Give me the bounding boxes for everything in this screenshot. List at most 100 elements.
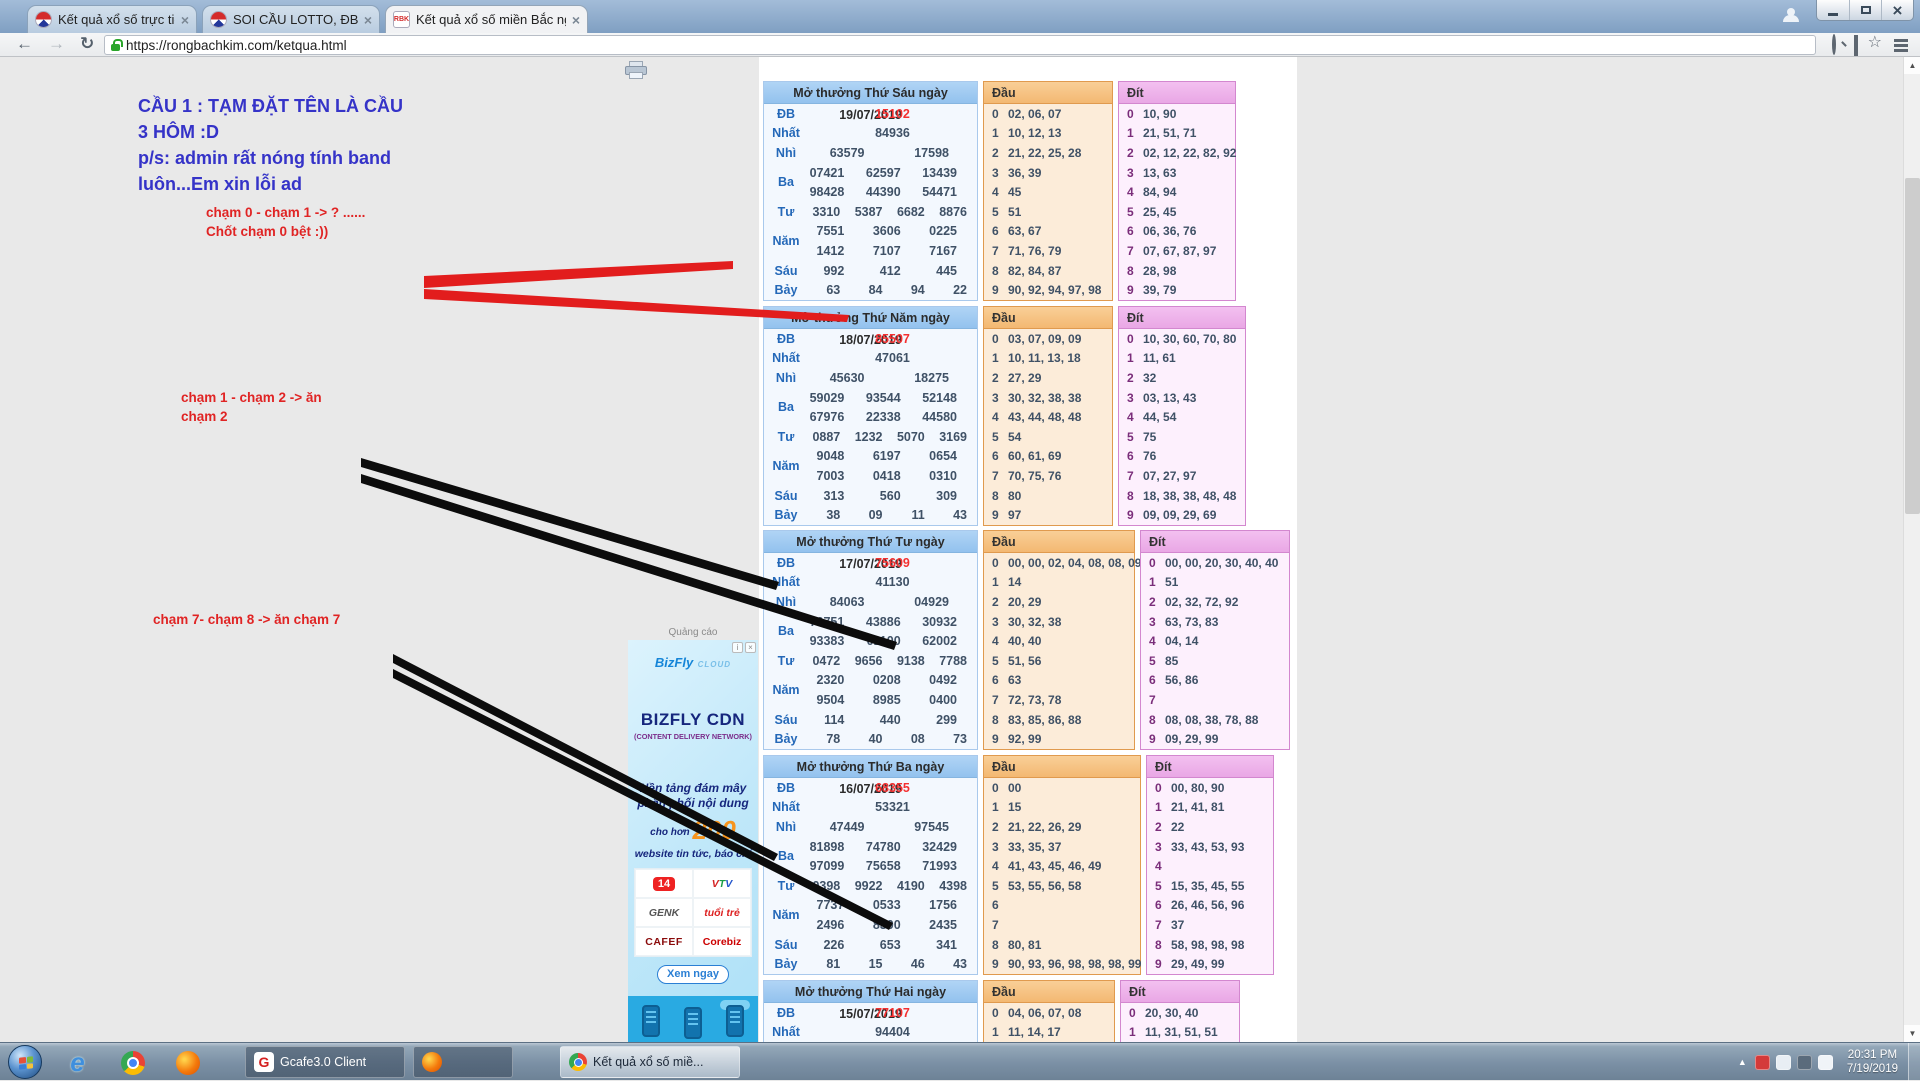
reload-button[interactable]: ↻	[80, 34, 95, 53]
dit-row: 2 22	[1147, 817, 1273, 837]
dit-row: 7 07, 67, 87, 97	[1119, 241, 1235, 261]
prize-table-title: Mở thưởng Thứ Ba ngày 16/07/2019	[764, 756, 977, 796]
taskbar-button-firefox[interactable]	[413, 1046, 513, 1078]
ad-claim-number: 200	[692, 815, 736, 845]
browser-tab-3[interactable]: RBK Kết quả xổ số miền Bắc ng ×	[385, 5, 588, 33]
result-group: Mở thưởng Thứ Sáu ngày 19/07/2019 ĐB 15102…	[763, 81, 1236, 301]
prize-line: 15102	[808, 104, 977, 124]
tab-close-icon[interactable]: ×	[571, 11, 580, 28]
browser-tab-2[interactable]: SOI CẦU LOTTO, ĐB XSMB ×	[202, 5, 380, 33]
chrome-icon[interactable]	[117, 1047, 148, 1078]
internet-explorer-icon[interactable]: e	[70, 1047, 85, 1077]
close-button[interactable]: ×	[1881, 0, 1913, 20]
dau-header: Đầu	[984, 981, 1114, 1003]
volume-icon[interactable]	[1796, 1054, 1812, 1070]
dit-values: 15, 35, 45, 55	[1171, 878, 1245, 893]
dau-values: 00, 00, 02, 04, 08, 08, 09	[1008, 555, 1142, 570]
taskbar-button-gcafe[interactable]: G Gcafe3.0 Client	[245, 1046, 405, 1078]
prize-row: Bảy 81 15 46 43	[764, 954, 977, 974]
prize-number: 75658	[865, 859, 901, 874]
prize-line: 63 84 94 22	[808, 280, 977, 300]
prize-number: 04929	[914, 594, 949, 609]
dit-row: 1 11, 31, 51, 51	[1121, 1023, 1239, 1042]
hidden-icons-chevron[interactable]: ▲	[1737, 1057, 1747, 1067]
firefox-icon[interactable]	[172, 1047, 203, 1078]
prize-label: Nhì	[775, 370, 797, 385]
clock-date: 7/19/2019	[1846, 1063, 1898, 1075]
address-bar[interactable]: https://rongbachkim.com/ketqua.html	[104, 35, 1816, 55]
dit-row: 0 20, 30, 40	[1121, 1003, 1239, 1023]
dit-digit: 5	[1155, 878, 1162, 893]
maximize-button[interactable]	[1849, 0, 1881, 20]
messenger-tray-icon[interactable]	[1775, 1054, 1791, 1070]
prize-number: 412	[879, 263, 901, 278]
dau-values: 80, 81	[1008, 937, 1042, 952]
https-lock-icon[interactable]	[111, 38, 123, 51]
ad-banner[interactable]: i × BizFly CLOUD BIZFLY CDN (CONTENT DEL…	[628, 640, 758, 1042]
tab-close-icon[interactable]: ×	[363, 11, 372, 28]
prize-number: 43	[953, 957, 967, 972]
dit-row: 8 08, 08, 38, 78, 88	[1141, 710, 1289, 730]
network-icon[interactable]	[1817, 1054, 1833, 1070]
search-icon[interactable]	[1832, 34, 1836, 55]
taskbar-button-active-chrome[interactable]: Kết quả xổ số miề...	[560, 1046, 740, 1078]
adchoices-info-icon[interactable]: i	[732, 642, 743, 653]
profile-icon[interactable]	[1782, 8, 1800, 22]
back-button[interactable]: ←	[16, 34, 33, 53]
dau-digit: 3	[992, 839, 999, 854]
prize-number: 45630	[829, 370, 865, 385]
prize-line: 313 560 309	[808, 486, 977, 506]
dit-values: 63, 73, 83	[1165, 614, 1219, 629]
dau-values: 63	[1008, 673, 1022, 688]
dit-values: 10, 30, 60, 70, 80	[1143, 331, 1237, 346]
note-line: luôn...Em xin lỗi ad	[138, 174, 303, 194]
gcafe-tray-icon[interactable]	[1754, 1054, 1770, 1070]
show-desktop-button[interactable]	[1908, 1043, 1920, 1081]
dau-digit: 4	[992, 185, 999, 200]
prize-label: Ba	[778, 849, 794, 864]
bizfly-logo-cloud: CLOUD	[697, 660, 732, 669]
forward-button[interactable]: →	[48, 34, 65, 53]
prize-number: 9922	[854, 878, 883, 893]
dit-row: 6 56, 86	[1141, 671, 1289, 691]
dit-values: 21, 51, 71	[1143, 126, 1197, 141]
prize-label: Bảy	[774, 508, 798, 523]
taskbar-clock[interactable]: 20:31 PM 7/19/2019	[1847, 1048, 1898, 1076]
dau-values: 20, 29	[1008, 594, 1042, 609]
start-button[interactable]	[8, 1045, 42, 1079]
dit-row: 3 33, 43, 53, 93	[1147, 837, 1273, 857]
page-action-icon[interactable]	[1854, 35, 1858, 56]
tab-close-icon[interactable]: ×	[180, 11, 189, 28]
minimize-button[interactable]	[1817, 0, 1849, 20]
dau-values: 33, 35, 37	[1008, 839, 1062, 854]
prize-number: 62002	[922, 634, 957, 649]
dau-values: 30, 32, 38	[1008, 614, 1062, 629]
menu-icon[interactable]	[1894, 36, 1908, 52]
prize-row: Nhì 45630 18275	[764, 368, 977, 388]
prize-number: 47449	[829, 819, 865, 834]
dau-values: 72, 73, 78	[1008, 692, 1062, 707]
prize-line: 70751 43886 30932	[808, 612, 977, 632]
scrollbar-thumb[interactable]	[1905, 178, 1920, 514]
dau-values: 71, 76, 79	[1008, 243, 1062, 258]
browser-tab-1[interactable]: Kết quả xổ số trực tiếp - S ×	[27, 5, 197, 33]
url-text[interactable]: https://rongbachkim.com/ketqua.html	[126, 37, 347, 53]
bookmark-star-icon[interactable]: ☆	[1867, 34, 1882, 51]
ad-close-icon[interactable]: ×	[745, 642, 756, 653]
scroll-up-icon[interactable]: ▲	[1904, 57, 1920, 74]
vertical-scrollbar[interactable]: ▲ ▼	[1903, 57, 1920, 1042]
ad-subheading: (CONTENT DELIVERY NETWORK)	[634, 732, 752, 741]
ad-cta-button[interactable]: Xem ngay	[657, 965, 729, 984]
prize-number: 94404	[875, 1025, 910, 1040]
prize-number: 81	[826, 957, 841, 972]
dau-digit: 7	[992, 692, 999, 707]
dau-row: 2 21, 22, 25, 28	[984, 143, 1112, 163]
prize-number: 0208	[872, 673, 901, 688]
prize-label: Sáu	[774, 263, 798, 278]
scroll-down-icon[interactable]: ▼	[1904, 1025, 1920, 1042]
dau-column: Đầu 0 03, 07, 09, 09 1 10, 11, 13, 18 2 27, 29…	[983, 306, 1113, 526]
prize-line: 59029 93544 52148	[808, 388, 977, 408]
dit-row: 5 25, 45	[1119, 202, 1235, 222]
print-icon[interactable]	[625, 61, 647, 79]
dit-digit: 3	[1155, 839, 1162, 854]
